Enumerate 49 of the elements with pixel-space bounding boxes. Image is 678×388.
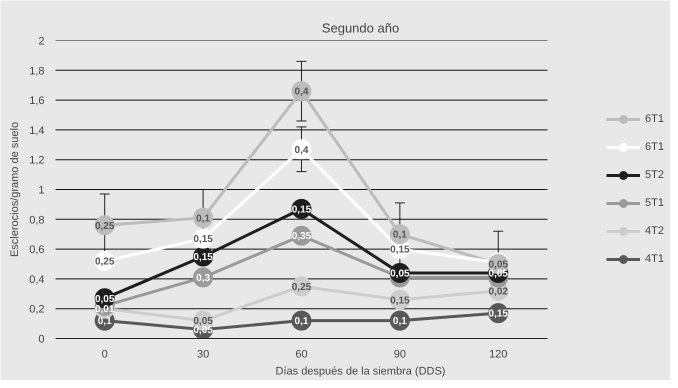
annotation: 0,15	[193, 234, 214, 246]
annotation: 0,1	[392, 316, 408, 328]
y-tick-label: 0,8	[29, 214, 45, 226]
y-tick-label: 2	[38, 36, 45, 48]
annotation: 0,15	[193, 252, 214, 264]
y-tick-label: 1,4	[29, 124, 45, 137]
legend-label: 6T1	[645, 113, 665, 125]
annotation: 0,15	[390, 295, 410, 306]
annotation: 0,01	[94, 304, 115, 316]
annotation: 0,05	[488, 260, 508, 270]
chart-title: Segundo año	[322, 20, 400, 36]
annotation: 0,05	[94, 294, 115, 305]
annotation: 0,1	[294, 316, 309, 328]
x-tick-label: 30	[196, 348, 210, 360]
y-tick-label: 0,2	[29, 304, 45, 316]
annotation: 0,1	[98, 316, 112, 328]
y-tick-label: 0	[38, 334, 45, 346]
y-tick-label: 1,8	[29, 65, 45, 78]
annotation: 0,05	[390, 268, 410, 280]
y-tick-label: 1	[38, 184, 45, 196]
annotation: 0,15	[488, 308, 508, 320]
annotation: 0,35	[292, 231, 312, 242]
legend-label: 5T1	[645, 197, 665, 209]
annotation: 0,05	[193, 316, 214, 328]
y-tick-label: 1,2	[29, 154, 45, 167]
legend-label: 5T2	[645, 169, 665, 181]
annotation: 0,4	[294, 86, 309, 98]
y-tick-label: 0,6	[29, 244, 45, 256]
y-tick-label: 1,6	[29, 95, 45, 108]
annotation: 0,15	[390, 244, 410, 256]
x-tick-label: 120	[489, 348, 508, 360]
legend-label: 4T1	[645, 253, 665, 265]
x-tick-label: 0	[102, 348, 108, 360]
annotation: 0,1	[196, 213, 210, 224]
annotation: 0,25	[94, 220, 115, 232]
annotation: 0,25	[94, 256, 115, 268]
annotation: 0,15	[292, 204, 312, 216]
annotation: 0,3	[196, 272, 210, 284]
x-axis-title: Días después de la siembra (DDS)	[276, 366, 446, 378]
y-tick-label: 0,4	[29, 274, 45, 286]
legend-label: 4T2	[645, 225, 665, 237]
x-tick-label: 60	[295, 348, 308, 360]
y-axis-title: Esclerocios/gramo de suelo	[9, 122, 22, 258]
legend-label: 6T1	[645, 141, 665, 153]
annotation: 0,4	[294, 144, 309, 156]
annotation: 0,1	[392, 230, 408, 241]
annotation: 0,02	[488, 286, 508, 298]
annotation: 0,25	[292, 282, 312, 293]
x-tick-label: 90	[394, 348, 406, 360]
